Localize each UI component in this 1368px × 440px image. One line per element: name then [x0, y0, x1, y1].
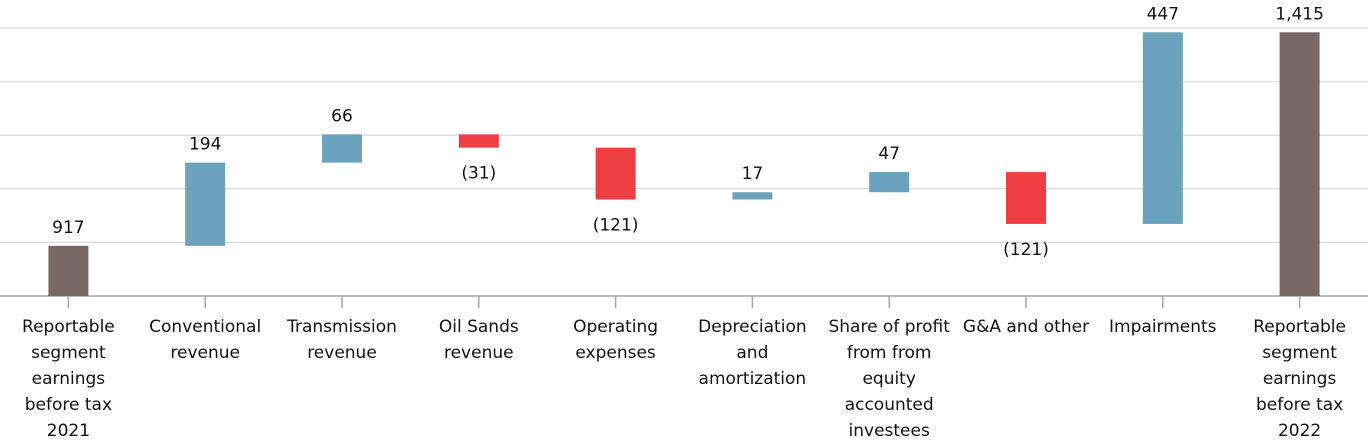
value-label: 917 — [52, 218, 84, 238]
bar — [185, 162, 226, 246]
bar — [1006, 172, 1046, 224]
x-tick-label: Share of profit from from equity account… — [828, 317, 950, 440]
x-tick-label: Operating expenses — [573, 317, 659, 363]
x-tick-label: Impairments — [1109, 317, 1217, 337]
x-tick-label: G&A and other — [962, 317, 1090, 337]
x-tick-label: Conventional revenue — [149, 317, 262, 363]
value-label: 47 — [878, 144, 900, 164]
value-label: 66 — [331, 106, 353, 126]
bar — [1142, 32, 1183, 224]
value-label: 447 — [1147, 4, 1179, 24]
bar — [732, 192, 773, 200]
x-tick-label: Transmission revenue — [287, 317, 397, 363]
bar — [458, 134, 499, 148]
bar — [595, 147, 636, 200]
value-label: (31) — [461, 164, 496, 184]
value-label: 17 — [742, 164, 764, 184]
x-tick-label: Reportable segment earnings before tax 2… — [22, 317, 115, 440]
bar — [48, 245, 89, 296]
bar — [1279, 32, 1320, 297]
x-tick-label: Reportable segment earnings before tax 2… — [1253, 317, 1346, 440]
value-label: 1,415 — [1275, 4, 1324, 24]
value-label: (121) — [593, 216, 639, 236]
x-tick-label: Depreciation and amortization — [698, 317, 807, 389]
value-label: 194 — [189, 135, 221, 155]
bar — [322, 134, 362, 163]
value-label: (121) — [1003, 240, 1049, 260]
bar — [869, 172, 910, 193]
x-tick-label: Oil Sands revenue — [438, 317, 519, 363]
